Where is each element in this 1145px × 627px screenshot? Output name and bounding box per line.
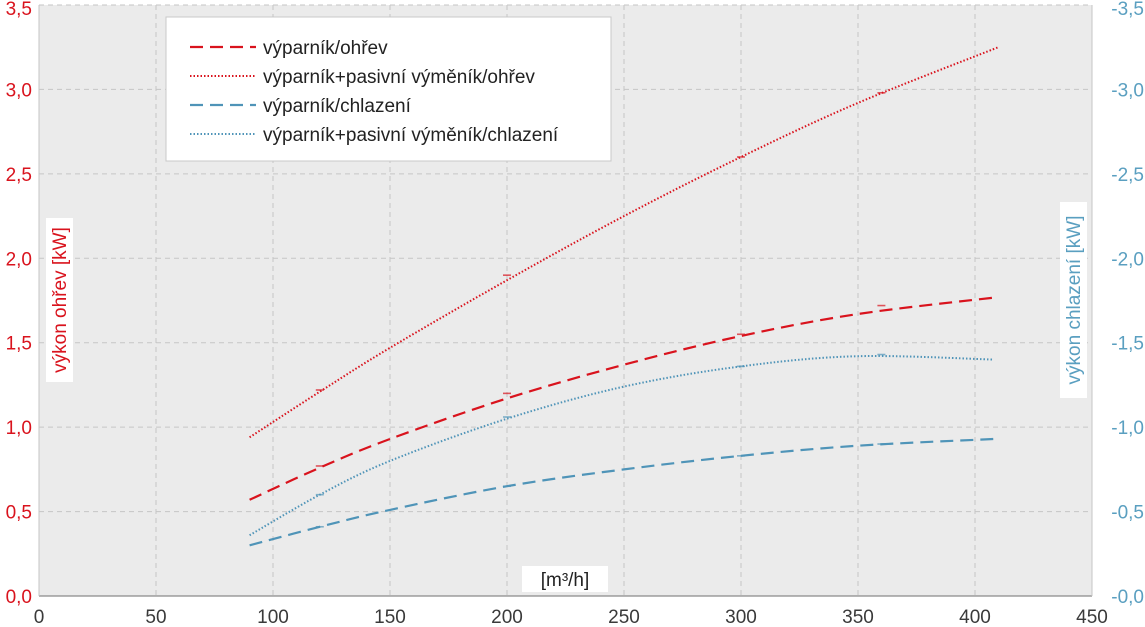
y-right-tick-label: -1,5 bbox=[1111, 334, 1144, 355]
legend-label-3: výparník+pasivní výměník/chlazení bbox=[263, 125, 559, 146]
x-tick-label: 450 bbox=[1076, 607, 1108, 627]
legend-label-1: výparník+pasivní výměník/ohřev bbox=[263, 67, 535, 88]
y-left-tick-label: 3,0 bbox=[6, 80, 32, 101]
series-line-1 bbox=[249, 46, 999, 439]
x-tick-label: 100 bbox=[257, 607, 289, 627]
series-layer bbox=[249, 46, 999, 547]
y-left-tick-label: 3,5 bbox=[6, 0, 32, 20]
x-axis-title-box bbox=[522, 566, 608, 592]
series-line-3 bbox=[249, 355, 994, 537]
y-left-tick-label: 0,0 bbox=[6, 587, 32, 608]
y-left-tick-label: 2,0 bbox=[6, 249, 32, 270]
left-axis-title-box bbox=[46, 218, 73, 382]
right-axis-title: výkon chlazení [kW] bbox=[1064, 216, 1085, 385]
y-left-tick-label: 2,5 bbox=[6, 165, 32, 186]
y-left-tick-label: 1,5 bbox=[6, 334, 32, 355]
y-right-tick-label: -2,5 bbox=[1111, 165, 1144, 186]
tick-labels: 0 50 100 150 200 250 300 350 400 450 0,0 0,5 1,0 1,5 2… bbox=[6, 0, 1144, 627]
legend-label-0: výparník/ohřev bbox=[263, 38, 388, 59]
left-axis-title: výkon ohřev [kW] bbox=[50, 227, 71, 373]
x-tick-label: 300 bbox=[725, 607, 757, 627]
x-axis-title: [m³/h] bbox=[541, 570, 590, 591]
y-right-tick-label: -2,0 bbox=[1111, 249, 1144, 270]
x-tick-label: 350 bbox=[842, 607, 874, 627]
x-tick-label: 200 bbox=[491, 607, 523, 627]
right-axis-title-box bbox=[1060, 202, 1087, 398]
y-right-tick-label: -3,0 bbox=[1111, 80, 1144, 101]
x-tick-label: 0 bbox=[34, 607, 45, 627]
legend-label-2: výparník/chlazení bbox=[263, 96, 412, 117]
series-line-0 bbox=[249, 296, 999, 501]
y-right-tick-label: -0,0 bbox=[1111, 587, 1144, 608]
series-line-2 bbox=[249, 437, 994, 547]
x-tick-label: 150 bbox=[374, 607, 406, 627]
y-right-tick-label: -1,0 bbox=[1111, 418, 1144, 439]
x-tick-label: 400 bbox=[959, 607, 991, 627]
y-left-tick-label: 1,0 bbox=[6, 418, 32, 439]
legend: výparník/ohřev výparník+pasivní výměník/… bbox=[165, 16, 612, 162]
x-tick-label: 250 bbox=[608, 607, 640, 627]
legend-box bbox=[165, 16, 612, 162]
y-right-tick-label: -0,5 bbox=[1111, 503, 1144, 524]
x-tick-label: 50 bbox=[145, 607, 166, 627]
y-right-tick-label: -3,5 bbox=[1111, 0, 1144, 20]
y-left-tick-label: 0,5 bbox=[6, 503, 32, 524]
